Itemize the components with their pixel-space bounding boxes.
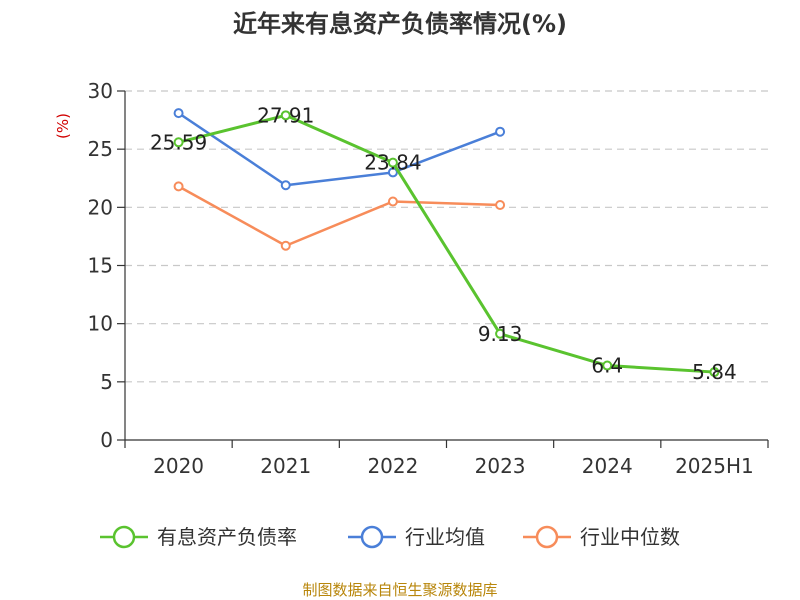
y-tick-label-15: 15 <box>88 254 113 278</box>
series-line-2 <box>177 185 501 247</box>
data-label-0: 25.59 <box>150 130 207 154</box>
y-tick-label-10: 10 <box>88 312 113 336</box>
x-tick-label-2025H1: 2025H1 <box>675 454 754 478</box>
series-0-point-2 <box>387 157 398 168</box>
series-2-point-3 <box>495 200 506 211</box>
legend[interactable]: 有息资产负债率 行业均值 行业中位数 <box>100 525 680 549</box>
data-label-4: 6.4 <box>591 354 623 378</box>
series-2-point-0 <box>173 181 184 192</box>
legend-label-1: 行业均值 <box>405 525 485 549</box>
series-0-point-4 <box>602 360 613 371</box>
series-1-point-3 <box>495 126 506 137</box>
series-2-point-1 <box>280 240 291 251</box>
y-tick-label-20: 20 <box>88 195 113 219</box>
y-axis-unit: (%) <box>54 113 72 139</box>
series-1-point-1 <box>280 180 291 191</box>
data-label-2: 23.84 <box>364 151 421 175</box>
legend-marker-0 <box>112 525 136 549</box>
series-1-point-2 <box>387 167 398 178</box>
series-line-0 <box>178 113 715 374</box>
series-0-point-0 <box>173 137 184 148</box>
data-labels: 25.59 27.91 23.84 9.13 6.4 5.84 <box>150 103 737 384</box>
x-tick-label-2022: 2022 <box>367 454 418 478</box>
y-tick-label-0: 0 <box>100 428 113 452</box>
legend-marker-1 <box>360 525 384 549</box>
series-0-point-5 <box>709 367 720 378</box>
series-1-point-0 <box>173 108 184 119</box>
series-layer <box>173 108 720 378</box>
data-label-1: 27.91 <box>257 103 314 127</box>
source-note: 制图数据来自恒生聚源数据库 <box>302 581 497 599</box>
series-2-point-2 <box>387 196 398 207</box>
x-tick-label-2024: 2024 <box>582 454 633 478</box>
legend-label-2: 行业中位数 <box>580 525 680 549</box>
legend-label-0: 有息资产负债率 <box>157 525 297 549</box>
legend-marker-2 <box>535 525 559 549</box>
y-tick-label-25: 25 <box>88 137 113 161</box>
chart-title: 近年来有息资产负债率情况(%) <box>233 10 567 38</box>
x-tick-label-2020: 2020 <box>153 454 204 478</box>
x-tick-label-2023: 2023 <box>475 454 526 478</box>
series-line-1 <box>177 112 501 187</box>
y-tick-label-30: 30 <box>88 79 113 103</box>
y-tick-label-5: 5 <box>100 370 113 394</box>
series-0-point-1 <box>280 110 291 121</box>
x-tick-label-2021: 2021 <box>260 454 311 478</box>
grid <box>125 90 768 383</box>
data-label-3: 9.13 <box>478 322 523 346</box>
data-label-5: 5.84 <box>692 360 737 384</box>
series-0-point-3 <box>495 328 506 339</box>
axes: 0 5 10 15 20 25 30 2020 2021 2022 2023 2024 2025H1 <box>88 79 769 478</box>
